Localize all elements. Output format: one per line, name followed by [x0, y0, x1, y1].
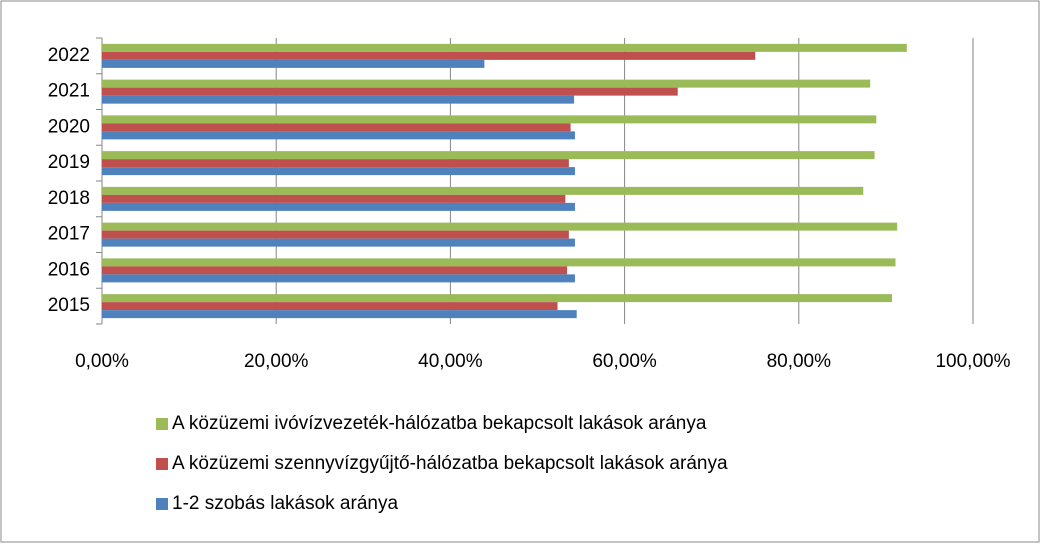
bar	[102, 159, 569, 168]
bar	[102, 294, 892, 303]
legend-label: 1-2 szobás lakások aránya	[172, 493, 398, 514]
legend-label: A közüzemi szennyvízgyűjtő-hálózatba bek…	[172, 453, 728, 474]
bar	[102, 258, 896, 267]
y-tick-label: 2019	[48, 152, 90, 173]
bar	[102, 302, 558, 311]
bar	[102, 186, 864, 195]
bar	[102, 222, 898, 231]
bar	[102, 266, 568, 275]
bar	[102, 87, 678, 96]
bar	[102, 79, 871, 88]
bar	[102, 238, 575, 247]
x-tick-label: 60,00%	[592, 351, 657, 372]
bar	[102, 310, 577, 319]
bar	[102, 230, 569, 239]
bar	[102, 194, 566, 203]
bar	[102, 131, 575, 140]
y-tick-label: 2020	[48, 116, 90, 137]
bar	[102, 43, 907, 52]
bar	[102, 167, 575, 176]
legend-label: A közüzemi ivóvízvezeték-hálózatba bekap…	[172, 413, 707, 434]
bar	[102, 151, 875, 160]
legend-swatch	[156, 458, 168, 470]
x-tick-label: 0,00%	[75, 351, 129, 372]
x-tick-label: 20,00%	[244, 351, 309, 372]
x-tick-label: 80,00%	[767, 351, 832, 372]
bar	[102, 115, 877, 124]
bar	[102, 59, 485, 68]
x-tick-label: 100,00%	[935, 351, 1010, 372]
bar	[102, 51, 756, 60]
bar	[102, 123, 571, 132]
y-tick-label: 2022	[48, 45, 90, 66]
bar	[102, 202, 575, 211]
x-tick-label: 40,00%	[418, 351, 483, 372]
y-tick-label: 2018	[48, 188, 90, 209]
y-tick-label: 2017	[48, 224, 90, 245]
bar	[102, 274, 575, 283]
bar	[102, 95, 575, 104]
legend-swatch	[156, 498, 168, 510]
y-tick-label: 2016	[48, 259, 90, 280]
y-tick-label: 2021	[48, 81, 90, 102]
legend-swatch	[156, 418, 168, 430]
y-tick-label: 2015	[48, 295, 90, 316]
